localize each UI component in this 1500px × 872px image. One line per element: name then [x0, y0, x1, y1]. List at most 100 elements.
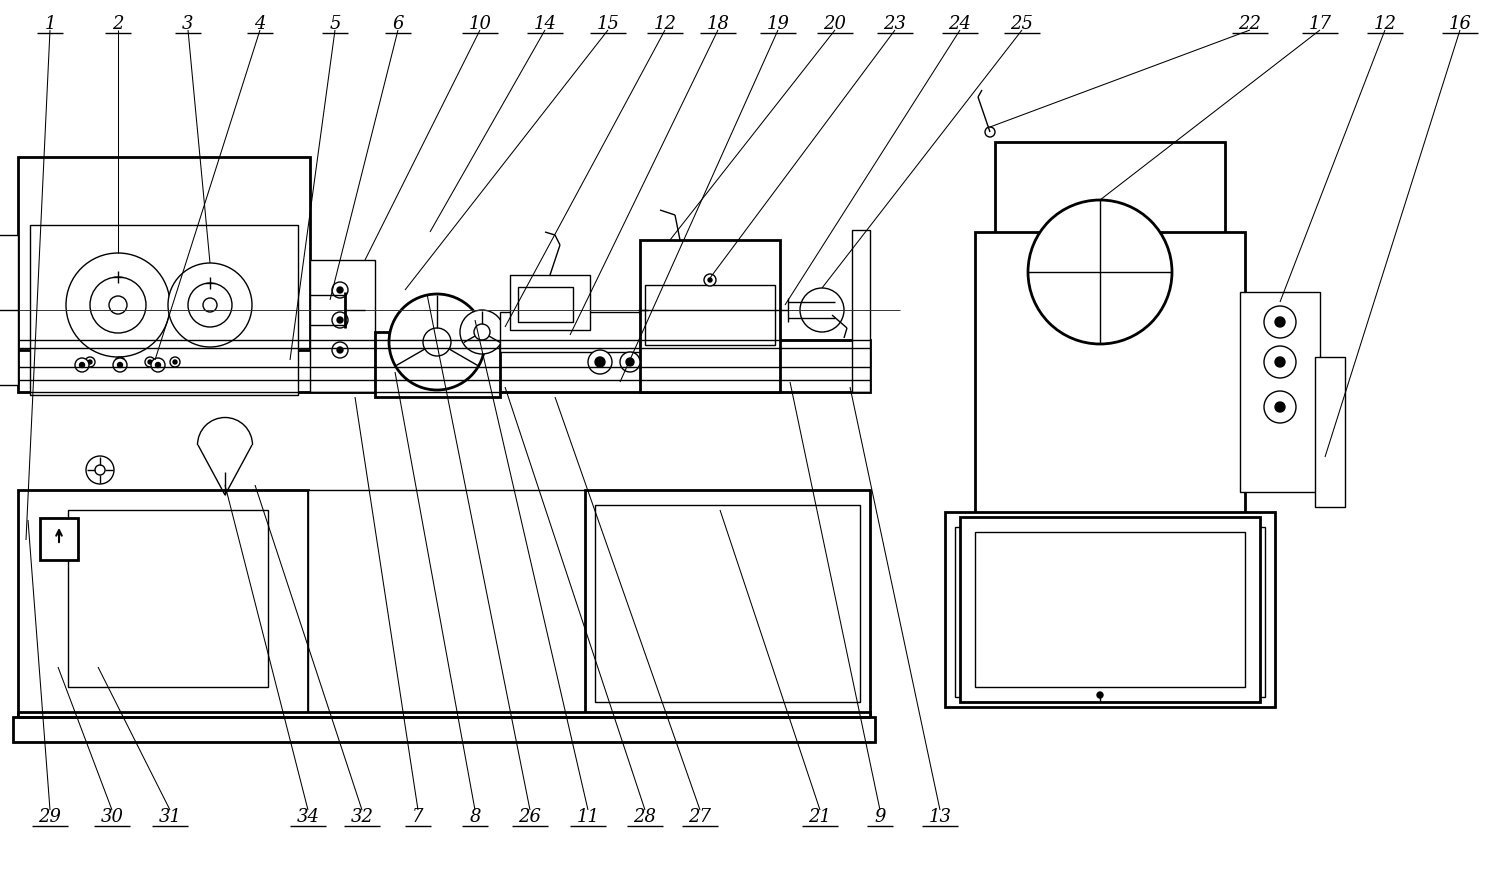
Text: 25: 25 — [1011, 15, 1034, 33]
Bar — [645, 285, 776, 345]
Text: 27: 27 — [688, 808, 711, 826]
Bar — [510, 275, 590, 330]
Text: 24: 24 — [948, 15, 972, 33]
Bar — [18, 490, 307, 717]
Bar — [500, 312, 640, 352]
Text: 19: 19 — [766, 15, 789, 33]
Circle shape — [620, 352, 640, 372]
Bar — [310, 260, 375, 392]
Circle shape — [474, 324, 490, 340]
Circle shape — [75, 358, 88, 372]
Bar — [0, 235, 18, 385]
Circle shape — [708, 278, 712, 282]
Circle shape — [338, 347, 344, 353]
Circle shape — [172, 360, 177, 364]
Bar — [18, 340, 870, 392]
Bar — [596, 505, 859, 702]
Circle shape — [423, 328, 451, 356]
Text: 28: 28 — [633, 808, 657, 826]
Circle shape — [1028, 200, 1172, 344]
Circle shape — [88, 360, 92, 364]
Bar — [18, 712, 870, 722]
Text: 12: 12 — [1374, 15, 1396, 33]
Circle shape — [112, 358, 128, 372]
Bar — [852, 230, 870, 392]
Circle shape — [1264, 346, 1296, 378]
Text: 13: 13 — [928, 808, 951, 826]
Circle shape — [117, 363, 123, 367]
Bar — [1316, 357, 1346, 507]
Text: 31: 31 — [159, 808, 182, 826]
Circle shape — [168, 263, 252, 347]
Circle shape — [188, 283, 232, 327]
Bar — [956, 527, 1264, 697]
Bar — [1240, 292, 1320, 492]
Text: 6: 6 — [393, 15, 404, 33]
Text: 2: 2 — [112, 15, 123, 33]
Circle shape — [338, 287, 344, 293]
Circle shape — [156, 363, 160, 367]
Bar — [975, 532, 1245, 687]
Circle shape — [86, 357, 94, 367]
Text: 22: 22 — [1239, 15, 1262, 33]
Text: 14: 14 — [534, 15, 556, 33]
Text: 11: 11 — [576, 808, 600, 826]
Circle shape — [110, 296, 128, 314]
Text: 17: 17 — [1308, 15, 1332, 33]
Bar — [30, 225, 299, 395]
Text: 9: 9 — [874, 808, 885, 826]
Circle shape — [1275, 357, 1286, 367]
Circle shape — [332, 282, 348, 298]
Text: 26: 26 — [519, 808, 542, 826]
Text: 7: 7 — [413, 808, 423, 826]
Circle shape — [388, 294, 484, 390]
Circle shape — [596, 357, 604, 367]
Circle shape — [332, 312, 348, 328]
Circle shape — [1264, 306, 1296, 338]
Circle shape — [704, 274, 716, 286]
Circle shape — [1275, 402, 1286, 412]
Bar — [960, 517, 1260, 702]
Circle shape — [1264, 391, 1296, 423]
Circle shape — [800, 288, 844, 332]
Text: 3: 3 — [183, 15, 194, 33]
Text: 29: 29 — [39, 808, 62, 826]
Circle shape — [202, 298, 217, 312]
Bar — [18, 157, 310, 350]
Circle shape — [90, 277, 146, 333]
Text: 4: 4 — [254, 15, 266, 33]
Text: 12: 12 — [654, 15, 676, 33]
Bar — [585, 490, 870, 717]
Bar — [518, 287, 573, 322]
Circle shape — [94, 465, 105, 475]
Circle shape — [146, 357, 154, 367]
Text: 5: 5 — [330, 15, 340, 33]
Bar — [40, 518, 78, 560]
Bar — [994, 142, 1226, 392]
Circle shape — [152, 358, 165, 372]
Circle shape — [1275, 317, 1286, 327]
Bar — [945, 512, 1275, 707]
Text: 23: 23 — [884, 15, 906, 33]
Text: 34: 34 — [297, 808, 320, 826]
Bar — [308, 490, 618, 717]
Circle shape — [588, 350, 612, 374]
Circle shape — [116, 357, 124, 367]
Bar — [13, 717, 874, 742]
Text: 10: 10 — [468, 15, 492, 33]
Circle shape — [460, 310, 504, 354]
Bar — [375, 332, 500, 397]
Circle shape — [986, 127, 994, 137]
Circle shape — [118, 360, 122, 364]
Text: 1: 1 — [45, 15, 56, 33]
Circle shape — [148, 360, 152, 364]
Circle shape — [626, 358, 634, 366]
Text: 18: 18 — [706, 15, 729, 33]
Circle shape — [1096, 692, 1102, 698]
Circle shape — [338, 317, 344, 323]
Circle shape — [66, 253, 170, 357]
Text: 8: 8 — [470, 808, 480, 826]
Bar — [975, 232, 1245, 517]
Bar — [640, 240, 780, 392]
Circle shape — [80, 363, 84, 367]
